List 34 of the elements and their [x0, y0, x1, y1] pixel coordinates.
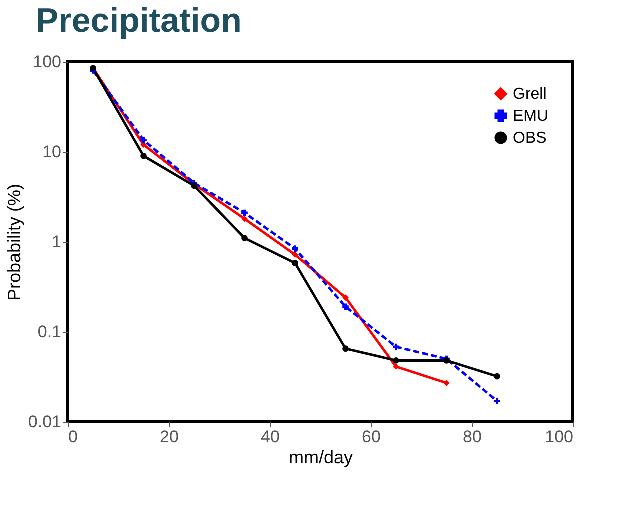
x-tick-label: 60 [362, 428, 381, 446]
point [494, 398, 500, 404]
point [393, 364, 400, 370]
point [292, 246, 298, 252]
point [242, 216, 248, 222]
point [342, 346, 349, 352]
point [292, 252, 298, 258]
point [242, 235, 248, 242]
point [140, 137, 147, 144]
legend-label: Grell [513, 86, 547, 103]
y-tick-label: 10 [42, 142, 62, 162]
y-tick-label: 100 [33, 52, 62, 72]
x-tick-label: 40 [261, 428, 280, 446]
point [393, 344, 400, 350]
x-tick-label: 100 [545, 428, 574, 446]
y-axis-title: Probability (%) [4, 184, 24, 302]
chart-title: Precipitation [36, 2, 242, 40]
legend-label: EMU [513, 108, 549, 125]
point [292, 260, 298, 266]
y-tick-label: 0.01 [28, 412, 62, 432]
legend-label: OBS [513, 130, 547, 147]
x-tick-label: 20 [160, 428, 179, 446]
point [342, 294, 349, 301]
point [444, 380, 450, 386]
x-axis-title: mm/day [288, 448, 354, 468]
y-tick-label: 1 [52, 232, 62, 252]
x-tick-label: 80 [463, 428, 482, 446]
point [140, 152, 147, 160]
point [393, 358, 400, 364]
point [342, 304, 349, 310]
point [494, 373, 500, 380]
point [242, 210, 248, 216]
x-tick-label: 0 [68, 428, 78, 446]
y-tick-label: 0.1 [38, 322, 62, 342]
